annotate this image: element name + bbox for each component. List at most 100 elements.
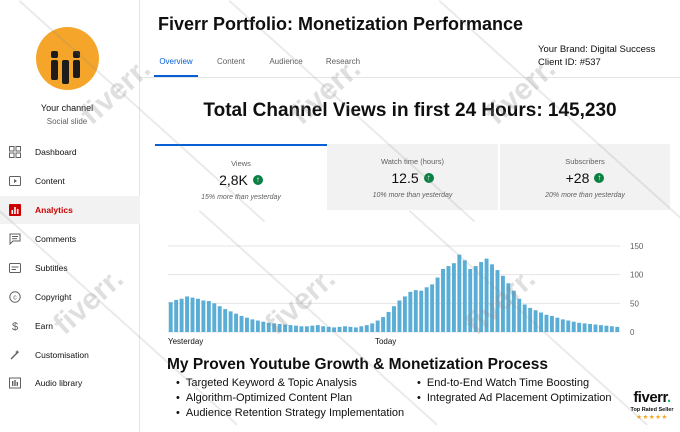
chart-bar	[364, 325, 369, 332]
content-icon	[8, 175, 21, 188]
chart-bar	[549, 315, 554, 332]
sidebar-item-customisation[interactable]: Customisation	[0, 341, 140, 369]
sidebar-item-label: Copyright	[35, 292, 72, 302]
chart-bar	[435, 277, 440, 332]
chart-bar	[522, 304, 527, 332]
chart-bar	[386, 311, 391, 332]
chart-bar	[392, 306, 396, 332]
metric-label: Views	[231, 159, 251, 168]
views-chart: 0 50 100 150 Yesterday Today	[160, 236, 672, 348]
sidebar-item-comments[interactable]: Comments	[0, 225, 140, 253]
chart-bar	[370, 323, 375, 332]
chart-bar	[348, 326, 353, 332]
tab-overview[interactable]: Overview	[154, 52, 198, 77]
chart-bar	[604, 325, 609, 332]
chart-bar	[457, 254, 462, 332]
client-id: Client ID: #537	[538, 57, 601, 68]
sidebar-item-label: Content	[35, 176, 65, 186]
chart-bar	[343, 326, 347, 332]
process-item: Audience Retention Strategy Implementati…	[176, 407, 404, 419]
page-title: Fiverr Portfolio: Monetization Performan…	[158, 14, 524, 34]
chart-bar	[239, 315, 244, 332]
subtitles-icon	[8, 262, 21, 275]
sidebar-item-content[interactable]: Content	[0, 167, 140, 195]
sidebar-item-label: Comments	[35, 234, 77, 244]
sidebar-item-earn[interactable]: $ Earn	[0, 312, 140, 340]
chart-bar	[337, 326, 342, 332]
process-title: My Proven Youtube Growth & Monetization …	[167, 356, 548, 373]
arrow-up-icon: ↑	[252, 175, 263, 185]
tab-research[interactable]: Research	[325, 57, 361, 66]
brand-name: Your Brand: Digital Success	[538, 44, 656, 55]
chart-bar	[495, 270, 500, 332]
chart-bar	[261, 321, 266, 332]
y-tick-label: 0	[630, 328, 635, 337]
tab-content[interactable]: Content	[216, 57, 246, 66]
sidebar-item-dashboard[interactable]: Dashboard	[0, 138, 140, 166]
chart-bar	[413, 290, 418, 332]
chart-bar	[168, 302, 173, 332]
chart-bar	[473, 266, 478, 332]
metric-card-views[interactable]: Views 2,8K ↑ 15% more than yesterday	[155, 144, 327, 210]
fiverr-logo: fiverr.	[633, 389, 671, 406]
sidebar-item-copyright[interactable]: c Copyright	[0, 283, 140, 311]
sidebar-item-subtitles[interactable]: Subtitles	[0, 254, 140, 282]
chart-bar	[359, 326, 364, 332]
chart-bar	[598, 325, 603, 332]
rating-stars-icon: ★★★★★	[636, 414, 668, 421]
chart-bar	[206, 301, 211, 332]
customisation-icon	[8, 349, 21, 362]
svg-text:c: c	[13, 294, 17, 301]
chart-bar	[326, 326, 331, 332]
metric-value: +28	[565, 170, 590, 186]
sidebar-item-label: Dashboard	[35, 147, 77, 157]
chart-bar	[223, 309, 228, 332]
metric-note: 15% more than yesterday	[201, 194, 281, 201]
chart-bar	[255, 320, 260, 332]
metric-card-watch-time[interactable]: Watch time (hours) 12.5 ↑ 10% more than …	[327, 144, 498, 210]
sidebar-item-audio-library[interactable]: Audio library	[0, 369, 140, 397]
chart-bar	[517, 298, 522, 332]
channel-name: Your channel	[40, 103, 94, 113]
chart-bar	[615, 326, 620, 332]
tab-audience[interactable]: Audience	[269, 57, 303, 66]
brand-info: Your Brand: Digital Success Client ID: #…	[538, 43, 668, 69]
sidebar-item-label: Subtitles	[35, 263, 68, 273]
chart-bar	[441, 268, 445, 332]
chart-bar	[294, 325, 298, 332]
chart-bar	[451, 263, 456, 332]
metric-note: 10% more than yesterday	[372, 192, 453, 199]
headline: Total Channel Views in first 24 Hours: 1…	[203, 100, 617, 121]
earn-icon: $	[8, 320, 21, 333]
chart-bar	[555, 317, 560, 332]
copyright-icon: c	[8, 291, 21, 304]
chart-bar	[544, 314, 549, 332]
sidebar-item-label: Customisation	[35, 350, 89, 360]
process-item: Integrated Ad Placement Optimization	[417, 392, 612, 404]
chart-bar	[528, 307, 533, 332]
chart-bar	[245, 317, 249, 332]
chart-bar	[479, 262, 484, 332]
chart-bar	[283, 324, 288, 332]
chart-bar	[174, 299, 179, 332]
dashboard-icon	[8, 146, 21, 159]
chart-bar	[506, 283, 511, 332]
chart-bar	[533, 310, 538, 332]
chart-bar	[195, 298, 200, 332]
chart-bar	[560, 319, 565, 332]
chart-bar	[571, 321, 576, 332]
chart-bar	[228, 311, 233, 332]
avatar[interactable]	[36, 27, 99, 90]
chart-bar	[424, 287, 429, 332]
process-item: End-to-End Watch Time Boosting	[417, 377, 589, 389]
chart-bar	[179, 298, 184, 332]
chart-bar	[190, 297, 195, 332]
y-tick-label: 150	[630, 242, 644, 251]
process-item: Targeted Keyword & Topic Analysis	[176, 377, 357, 389]
svg-text:$: $	[11, 321, 17, 332]
metric-card-subscribers[interactable]: Subscribers +28 ↑ 20% more than yesterda…	[500, 144, 670, 210]
chart-bar	[468, 268, 473, 332]
sidebar-item-analytics[interactable]: Analytics	[0, 196, 140, 224]
chart-bar	[490, 264, 494, 332]
arrow-up-icon: ↑	[594, 173, 605, 183]
